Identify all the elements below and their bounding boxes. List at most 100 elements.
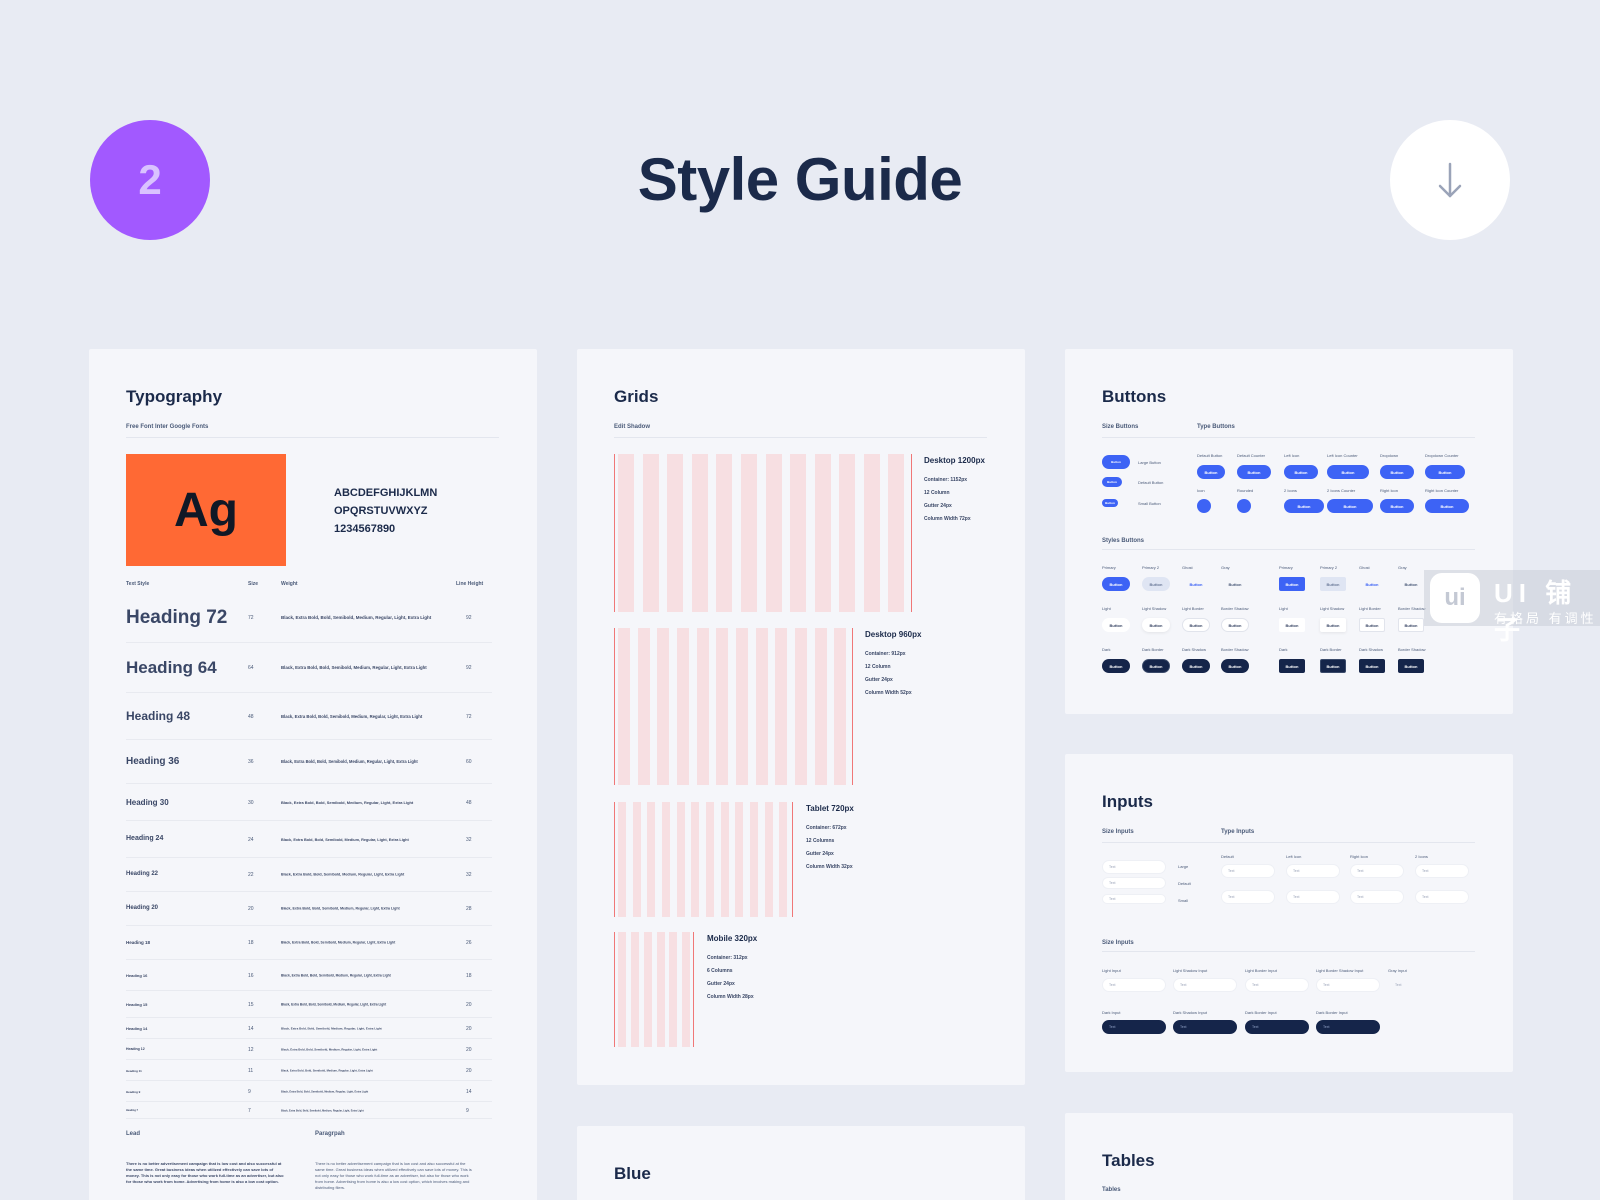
size-input[interactable]: Text — [1102, 860, 1166, 874]
size-button-label: Default Button — [1138, 480, 1164, 485]
size-button[interactable]: Button — [1102, 477, 1122, 487]
style-button-rounded[interactable]: Button — [1228, 581, 1242, 587]
type-input[interactable]: Text — [1221, 864, 1275, 878]
style-button-square[interactable]: Button — [1320, 577, 1346, 591]
type-button[interactable]: Button — [1327, 465, 1369, 479]
card-subtitle: Edit Shadow — [614, 424, 650, 430]
type-button[interactable] — [1237, 499, 1251, 513]
type-row-size: 30 — [248, 799, 254, 806]
type-row-size: 9 — [248, 1088, 251, 1095]
style-input[interactable]: Text — [1102, 978, 1166, 992]
type-row-weights: Black, Extra Bold, Bold, Semibold, Mediu… — [281, 713, 423, 719]
style-button-square[interactable]: Button — [1398, 618, 1424, 632]
type-button[interactable]: Button — [1327, 499, 1373, 513]
grid-edge-right — [693, 932, 694, 1047]
style-button-label: Primary — [1102, 565, 1116, 570]
size-input-label: Small — [1178, 898, 1189, 903]
type-input[interactable]: Text — [1286, 864, 1340, 878]
style-button-label: Dark — [1279, 647, 1288, 652]
blue-card: Blue — [577, 1126, 1025, 1200]
styles-buttons-label: Styles Buttons — [1102, 538, 1145, 544]
style-button-square[interactable]: Button — [1320, 618, 1346, 632]
style-button-rounded[interactable]: Button — [1142, 659, 1170, 673]
type-button[interactable]: Button — [1237, 465, 1271, 479]
style-button-square[interactable]: Button — [1404, 581, 1418, 587]
style-button-label: Dark Border — [1142, 647, 1164, 652]
grid-column — [632, 802, 641, 917]
type-input[interactable]: Text — [1350, 890, 1404, 904]
type-input[interactable]: Text — [1286, 890, 1340, 904]
style-button-label: Primary — [1279, 565, 1293, 570]
size-input[interactable]: Text — [1102, 877, 1166, 889]
style-button-square[interactable]: Button — [1365, 581, 1379, 587]
type-row-weights: Black, Extra Bold, Bold, Semibold, Mediu… — [281, 1047, 378, 1051]
type-row: Heading 14 14 Black, Extra Bold, Bold, Sem… — [126, 1018, 492, 1039]
size-button[interactable]: Button — [1102, 455, 1130, 469]
style-button-rounded[interactable]: Button — [1102, 618, 1130, 632]
type-input[interactable]: Text — [1221, 890, 1275, 904]
style-button-square[interactable]: Button — [1279, 659, 1305, 673]
style-input[interactable]: Text — [1245, 978, 1309, 992]
grid-info-line: Gutter 24px — [865, 677, 893, 683]
type-button[interactable]: Button — [1425, 499, 1469, 513]
type-input[interactable]: Text — [1415, 890, 1469, 904]
type-button[interactable]: Button — [1284, 465, 1318, 479]
style-button-rounded[interactable]: Button — [1221, 618, 1249, 632]
watermark-tagline: 有格局 有调性 — [1494, 611, 1597, 626]
type-button[interactable]: Button — [1284, 499, 1324, 513]
grid-column — [764, 802, 773, 917]
style-button-rounded[interactable]: Button — [1182, 659, 1210, 673]
dark-input[interactable]: Text — [1316, 1020, 1380, 1034]
dark-input[interactable]: Text — [1173, 1020, 1237, 1034]
grid-edge-right — [911, 454, 912, 612]
style-input-label: Light Shadow Input — [1173, 968, 1208, 973]
style-button-square[interactable]: Button — [1398, 659, 1424, 673]
type-row-weights: Black, Extra Bold, Bold, Semibold, Mediu… — [281, 906, 400, 911]
grid-edge-left — [614, 628, 615, 785]
type-button[interactable]: Button — [1380, 465, 1414, 479]
grid-preview — [614, 628, 854, 785]
style-button-label: Light Border — [1182, 606, 1204, 611]
dark-input[interactable]: Text — [1102, 1020, 1166, 1034]
size-input[interactable]: Text — [1102, 894, 1166, 904]
type-row-weights: Black, Extra Bold, Bold, Semibold, Mediu… — [281, 940, 396, 945]
type-row-weights: Black, Extra Bold, Bold, Semibold, Mediu… — [281, 1026, 382, 1030]
download-button[interactable] — [1390, 120, 1510, 240]
alphabet-sample: ABCDEFGHIJKLMN OPQRSTUVWXYZ 1234567890 — [334, 487, 438, 535]
type-input[interactable]: Text — [1415, 864, 1469, 878]
style-input-label: Gray Input — [1388, 968, 1407, 973]
style-button-rounded[interactable]: Button — [1189, 581, 1203, 587]
type-row: Heading 64 64 Black, Extra Bold, Bold, Sem… — [126, 643, 492, 693]
grid-column — [765, 454, 782, 612]
style-button-rounded[interactable]: Button — [1182, 618, 1210, 632]
type-button[interactable]: Button — [1197, 465, 1225, 479]
style-button-rounded[interactable]: Button — [1142, 618, 1170, 632]
style-button-square[interactable]: Button — [1359, 659, 1385, 673]
style-button-square[interactable]: Button — [1359, 618, 1385, 632]
size-button-label: Large Button — [1138, 460, 1161, 465]
type-button[interactable] — [1197, 499, 1211, 513]
type-button[interactable]: Button — [1425, 465, 1465, 479]
style-input[interactable]: Text — [1395, 983, 1402, 987]
type-input[interactable]: Text — [1350, 864, 1404, 878]
style-button-rounded[interactable]: Button — [1142, 577, 1170, 591]
type-button[interactable]: Button — [1380, 499, 1414, 513]
style-button-label: Border Shadow — [1221, 606, 1249, 611]
grid-column — [775, 628, 788, 785]
grid-info: Desktop 960px Container: 912px 12 Column Gu… — [865, 630, 921, 700]
style-button-square[interactable]: Button — [1279, 577, 1305, 591]
grid-column — [657, 628, 670, 785]
type-button-label: Left Icon — [1284, 453, 1300, 458]
style-button-rounded[interactable]: Button — [1221, 659, 1249, 673]
style-button-rounded[interactable]: Button — [1102, 577, 1130, 591]
style-button-square[interactable]: Button — [1279, 618, 1305, 632]
size-button[interactable]: Button — [1102, 499, 1118, 507]
dark-input[interactable]: Text — [1245, 1020, 1309, 1034]
style-input[interactable]: Text — [1316, 978, 1380, 992]
style-button-rounded[interactable]: Button — [1102, 659, 1130, 673]
style-button-square[interactable]: Button — [1320, 659, 1346, 673]
type-row-size: 48 — [248, 713, 254, 720]
type-row-name: Heading 30 — [126, 797, 169, 807]
type-input-label: Right Icon — [1350, 854, 1369, 859]
style-input[interactable]: Text — [1173, 978, 1237, 992]
